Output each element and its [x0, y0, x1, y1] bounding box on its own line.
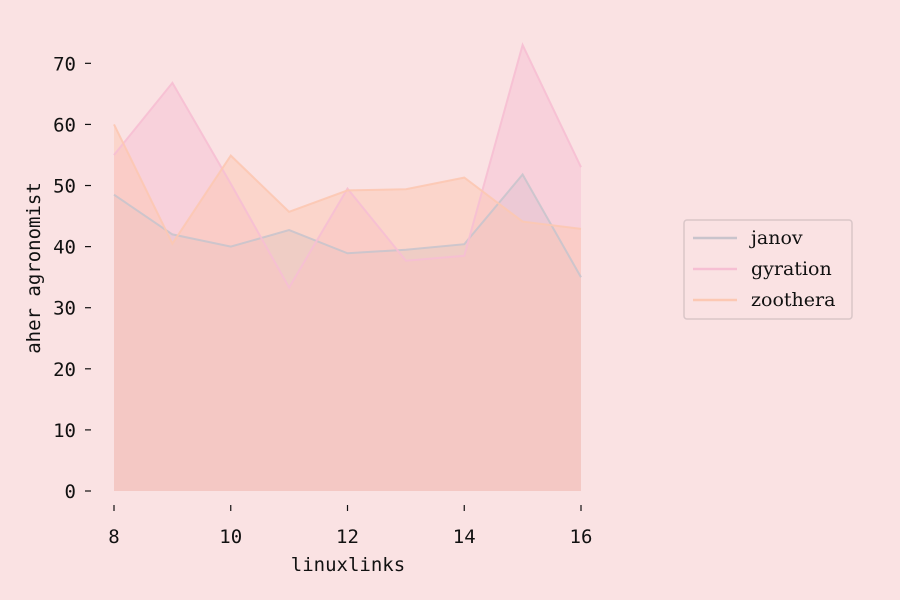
legend: janov gyration zoothera [683, 219, 853, 320]
x-tick-label: 16 [570, 526, 593, 548]
y-tick-label: 30 [53, 298, 76, 320]
y-tick-label: 20 [53, 359, 76, 381]
y-axis-label: aher agronomist [23, 182, 45, 354]
line-janov [113, 172, 582, 278]
legend-label-zoothera: zoothera [751, 289, 835, 311]
x-tick-label: 10 [219, 526, 242, 548]
y-tick-label: 40 [53, 237, 76, 259]
y-tick-label: 0 [65, 481, 76, 503]
x-axis-label: linuxlinks [291, 554, 405, 576]
legend-label-gyration: gyration [751, 258, 832, 280]
y-tick-label: 10 [53, 420, 76, 442]
plot-lines [113, 42, 582, 290]
line-gyration [113, 42, 582, 290]
y-tick-label: 60 [53, 114, 76, 136]
legend-box [683, 219, 853, 320]
x-axis: 8 10 12 14 16 [108, 505, 592, 548]
y-tick-label: 70 [53, 53, 76, 75]
y-axis: 0 10 20 30 40 50 60 70 [53, 53, 91, 503]
x-tick-label: 12 [336, 526, 359, 548]
plot-areas [114, 45, 581, 492]
legend-label-janov: janov [749, 227, 803, 249]
x-tick-label: 8 [108, 526, 119, 548]
x-tick-label: 14 [453, 526, 476, 548]
y-tick-label: 50 [53, 176, 76, 198]
line-zoothera [113, 123, 582, 246]
area-zoothera [114, 124, 581, 492]
